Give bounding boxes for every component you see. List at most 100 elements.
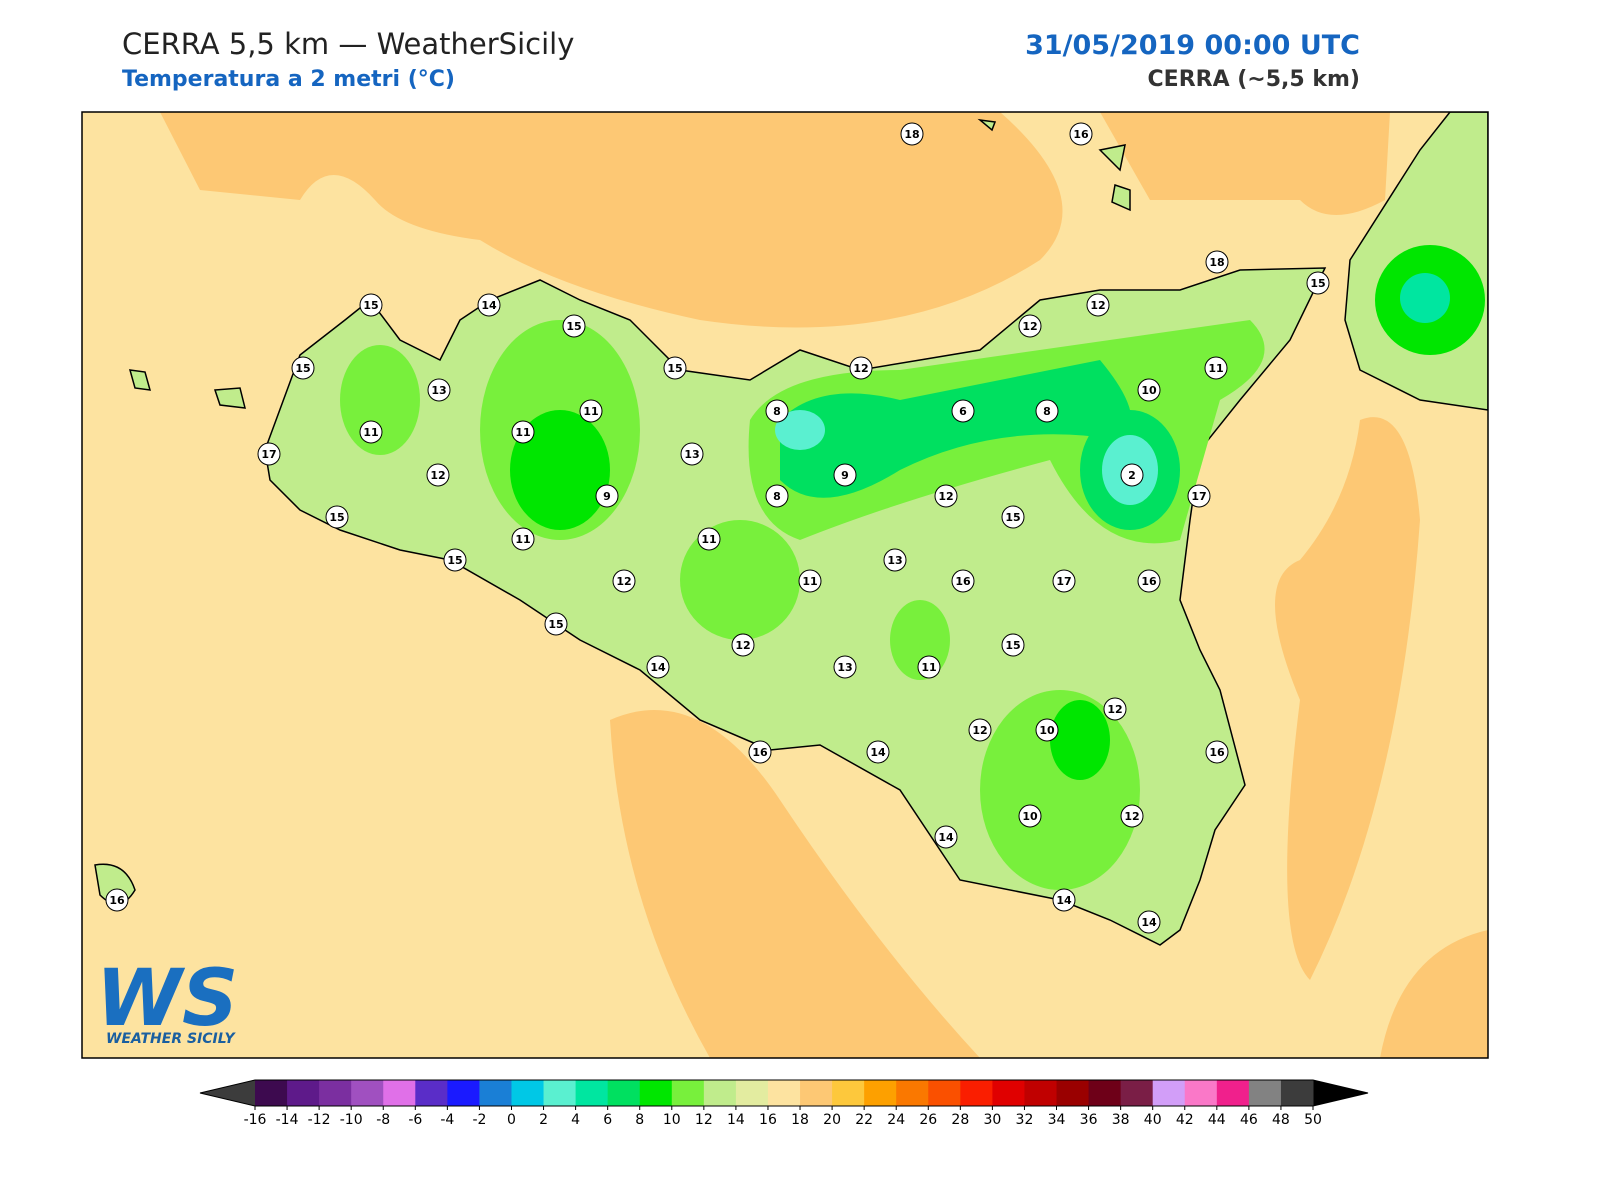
colorbar-tick-label: 18 [791, 1112, 809, 1128]
station-marker [562, 314, 586, 338]
colorbar-swatch [1024, 1080, 1058, 1106]
colorbar-tick-label: -4 [440, 1112, 454, 1128]
colorbar-swatch [671, 1080, 705, 1106]
colorbar-tick-label: 34 [1048, 1112, 1066, 1128]
colorbar-tick-label: 32 [1016, 1112, 1034, 1128]
colorbar-swatch [1088, 1080, 1122, 1106]
station-marker [849, 356, 873, 380]
station-value: 12 [938, 490, 953, 503]
station-value: 12 [853, 362, 868, 375]
map [82, 112, 1488, 1058]
station-value: 12 [430, 469, 445, 482]
warm-area [1380, 930, 1488, 1058]
station-marker [1204, 356, 1228, 380]
station-marker [1103, 697, 1127, 721]
station-value: 11 [515, 533, 530, 546]
colorbar-swatch [832, 1080, 865, 1106]
station-value: 16 [752, 746, 768, 759]
station-value: 16 [1209, 746, 1225, 759]
colorbar-tick-label: 14 [727, 1112, 745, 1128]
station-marker [968, 718, 992, 742]
colorbar-tick-label: 30 [983, 1112, 1001, 1128]
station-value: 12 [1107, 703, 1122, 716]
station-marker [359, 420, 383, 444]
station-marker [1069, 122, 1093, 146]
station-value: 11 [921, 661, 936, 674]
station-marker [883, 548, 907, 572]
colorbar-swatch [767, 1080, 801, 1106]
station-value: 12 [735, 639, 750, 652]
colorbar-tick-label: 50 [1304, 1112, 1322, 1128]
warm-area [1275, 417, 1420, 981]
colorbar-tick-label: 24 [887, 1112, 905, 1128]
colorbar-swatch [639, 1080, 673, 1106]
station-marker [1120, 463, 1144, 487]
station-marker [1018, 314, 1042, 338]
station-value: 12 [1124, 810, 1139, 823]
island [94, 118, 1131, 905]
station-value: 13 [431, 384, 446, 397]
station-marker [697, 527, 721, 551]
station-marker [1001, 505, 1025, 529]
colorbar-tick-label: 4 [571, 1112, 580, 1128]
model: CERRA (~5,5 km) [1148, 67, 1360, 92]
station-value: 10 [1141, 384, 1157, 397]
station-marker [1018, 804, 1042, 828]
station-marker [359, 293, 383, 317]
date: 31/05/2019 00:00 UTC [1025, 30, 1360, 61]
colorbar-swatch [511, 1080, 545, 1106]
station-marker [866, 740, 890, 764]
colorbar-swatch [960, 1080, 993, 1106]
station-marker [748, 740, 772, 764]
colorbar-tick-label: 36 [1080, 1112, 1098, 1128]
station-marker [765, 484, 789, 508]
colorbar-tick-label: 2 [539, 1112, 548, 1128]
colorbar-swatch [1248, 1080, 1282, 1106]
station-marker [257, 442, 281, 466]
warm-area [610, 710, 980, 1058]
logo-mark: WS [96, 954, 238, 1044]
colorbar-tick-label: 20 [823, 1112, 841, 1128]
colorbar-swatch [607, 1080, 641, 1106]
station-marker [511, 420, 535, 444]
station-marker [544, 612, 568, 636]
station-value: 18 [1209, 256, 1224, 269]
station-value: 14 [1141, 916, 1157, 929]
station-marker [798, 569, 822, 593]
station-value: 12 [1022, 320, 1037, 333]
colorbar-over [1313, 1080, 1368, 1106]
colorbar-tick-label: -10 [340, 1112, 363, 1128]
station-marker [105, 888, 129, 912]
station-value: 11 [583, 405, 598, 418]
stations: 18 16 15 14 15 15 13 11 15 12 12 12 18 15 11 10 8 6 8 11 11 1… [105, 122, 1330, 934]
station-value: 15 [1310, 277, 1325, 290]
colorbar-tick-label: 44 [1208, 1112, 1226, 1128]
station-value: 8 [1043, 405, 1051, 418]
colorbar-tick-label: 22 [855, 1112, 873, 1128]
station-marker [1001, 633, 1025, 657]
station-value: 16 [1073, 128, 1089, 141]
colorbar-tick-label: -8 [376, 1112, 390, 1128]
colorbar-swatch [1184, 1080, 1218, 1106]
warm-area [1100, 112, 1390, 215]
station-value: 13 [837, 661, 852, 674]
station-marker [951, 569, 975, 593]
colorbar-swatch [415, 1080, 448, 1106]
colorbar-swatch [479, 1080, 512, 1106]
station-marker [1205, 740, 1229, 764]
colorbar-swatch [543, 1080, 577, 1106]
station-value: 15 [548, 618, 563, 631]
station-value: 15 [667, 362, 682, 375]
station-value: 16 [955, 575, 971, 588]
station-value: 8 [773, 490, 781, 503]
station-value: 13 [887, 554, 902, 567]
station-value: 10 [1039, 724, 1055, 737]
colorbar-tick-label: -2 [472, 1112, 486, 1128]
station-value: 18 [904, 128, 919, 141]
colorbar-tick-label: -14 [276, 1112, 299, 1128]
station-marker [443, 548, 467, 572]
cold-area [1050, 700, 1110, 780]
station-value: 11 [515, 426, 530, 439]
station-marker [427, 378, 451, 402]
